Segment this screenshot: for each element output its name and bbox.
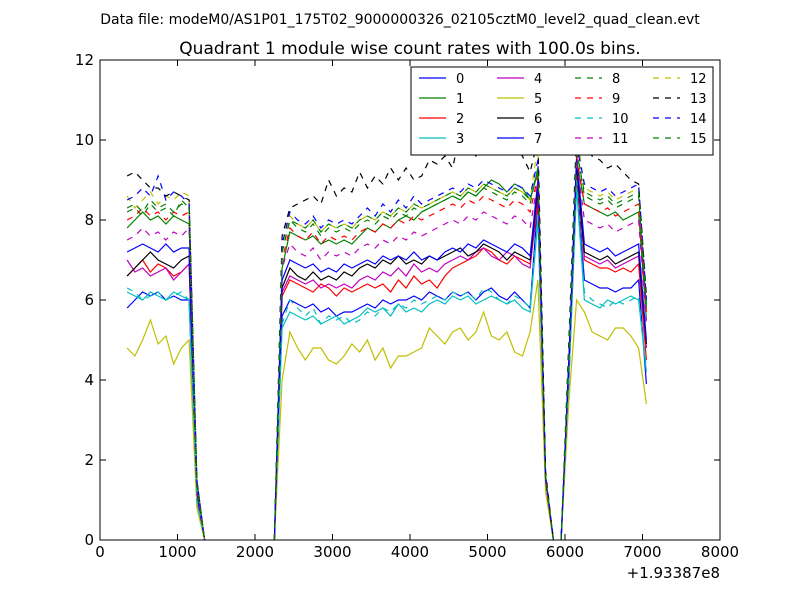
y-tick-label: 2 [84,451,94,469]
x-tick-label: 1000 [158,543,196,561]
series-line-5 [273,279,554,541]
x-tick-label: 2000 [236,543,274,561]
legend-label-4: 4 [534,72,542,87]
legend-label-2: 2 [456,112,464,127]
legend-label-3: 3 [456,132,464,147]
x-tick-label: 5000 [468,543,506,561]
data-file-label: Data file: modeM0/AS1P01_175T02_90000003… [100,12,700,28]
legend-label-12: 12 [690,72,707,87]
series-line-15 [126,199,206,541]
y-tick-label: 6 [84,291,94,309]
y-tick-label: 0 [84,531,94,549]
series-line-8 [560,147,647,541]
y-tick-label: 12 [75,51,94,69]
y-tick-label: 4 [84,371,94,389]
x-tick-label: 7000 [623,543,661,561]
series-line-11 [560,159,647,541]
series-line-7 [273,179,554,541]
series-line-10 [126,287,206,541]
legend-label-15: 15 [690,132,707,147]
series-line-15 [273,167,554,541]
series-line-11 [273,179,554,541]
chart-title: Quadrant 1 module wise count rates with … [179,39,640,59]
series-line-3 [560,187,647,541]
series-line-10 [273,211,554,541]
legend-label-1: 1 [456,92,464,107]
y-tick-label: 8 [84,211,94,229]
x-offset-label: +1.93387e8 [627,564,720,582]
x-tick-label: 3000 [313,543,351,561]
x-tick-label: 4000 [391,543,429,561]
legend-label-7: 7 [534,132,542,147]
series-line-14 [126,174,206,541]
legend-label-14: 14 [690,112,707,127]
series-line-15 [560,151,647,541]
legend-label-8: 8 [612,72,620,87]
series-line-5 [560,298,647,541]
legend-label-9: 9 [612,92,620,107]
legend-label-0: 0 [456,72,464,87]
series-line-10 [560,179,647,541]
legend-box [410,66,714,156]
x-tick-label: 8000 [701,543,739,561]
legend-label-13: 13 [690,92,707,107]
legend-label-6: 6 [534,112,542,127]
series-line-6 [273,187,554,541]
series-line-8 [273,167,554,541]
x-tick-label: 0 [95,543,105,561]
legend-label-5: 5 [534,92,542,107]
series-line-1 [273,171,554,541]
x-tick-label: 6000 [546,543,584,561]
series-layer [126,130,647,541]
series-line-2 [273,203,554,541]
legend-label-10: 10 [612,112,629,127]
y-tick-label: 10 [75,131,94,149]
legend-label-11: 11 [612,132,629,147]
series-line-14 [273,159,554,541]
series-line-5 [126,318,206,541]
series-line-8 [126,198,206,541]
axes-layer: 0 1000 2000 3000 4000 5000 6000 7000 80000246810… [75,51,739,561]
series-line-0 [273,199,554,541]
